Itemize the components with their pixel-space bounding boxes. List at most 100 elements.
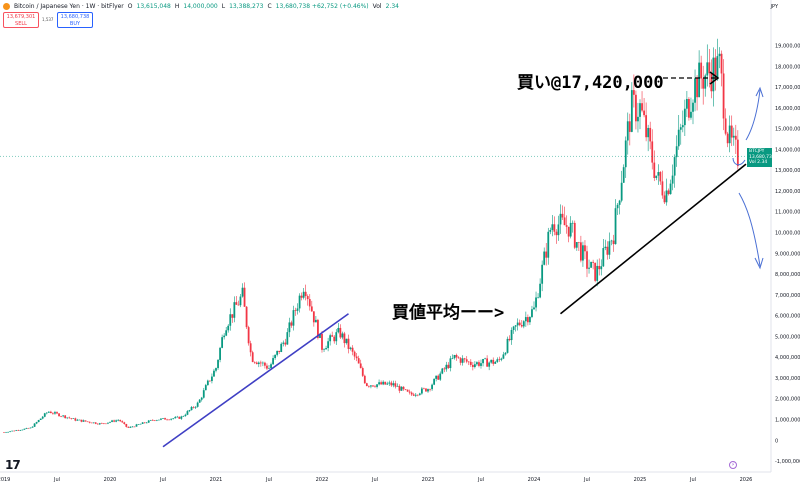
volume-label: Vol [372,2,382,10]
candle-body [29,427,32,429]
candle-body [45,412,48,414]
candle-body [665,190,668,203]
candle-body [312,311,315,323]
candle-body [545,251,548,258]
price-axis[interactable]: -1,000,000 0 1,000,000 2,000,000 3,000,000 4,… [770,0,800,472]
candle-body [166,419,168,421]
candle-body [9,431,12,432]
candle-body [56,412,58,414]
candle-body [453,355,456,359]
y-tick-label: 15,000,000 [775,127,800,133]
candle-body [469,361,472,365]
candle-body [60,416,62,417]
candle-body [115,420,118,422]
candle-body [272,358,274,365]
candle-body [64,415,67,419]
candle-body [282,342,285,344]
candle-body [257,362,260,365]
candle-body [200,397,203,400]
candle-body [37,420,40,423]
candle-body [286,332,289,345]
trendlines [0,155,771,448]
y-tick-label: 19,000,000 [775,43,800,49]
candle-body [341,333,344,338]
candle-body [649,127,652,142]
candle-body [39,418,42,421]
candle-body [168,419,171,421]
candle-body [392,383,395,386]
x-tick-label: 2025 [634,477,647,483]
candle-body [321,333,323,350]
candle-body [704,75,707,89]
candle-body [465,359,468,362]
candle-body [3,432,5,433]
candle-body [484,358,486,360]
currency-label[interactable]: JPY [770,4,778,10]
candle-body [372,385,374,387]
sell-button[interactable]: 13,679,301 SELL [3,12,39,28]
candle-body [243,287,246,307]
y-tick-label: 1,000,000 [775,418,800,424]
candle-body [616,204,619,209]
flash-icon[interactable]: ⚡ [729,461,737,469]
symbol-title[interactable]: Bitcoin / Japanese Yen · 1W · bitFlyer [14,2,124,10]
candle-body [637,116,639,122]
candle-body [111,420,113,422]
candle-body [367,386,370,387]
candle-body [223,335,226,338]
candle-body [626,121,629,141]
candle-body [700,62,703,79]
candle-body [92,422,95,424]
candle-body [280,343,283,352]
candle-body [555,231,558,236]
candle-body [49,411,52,414]
candle-body [653,162,656,178]
candle-body [233,302,236,318]
candle-body [673,157,676,176]
candle-body [396,385,399,387]
candle-body [76,419,79,421]
candle-body [206,380,209,386]
candle-body [635,94,637,122]
candle-body [270,364,272,369]
y-tick-label: 7,000,000 [775,293,800,299]
candle-body [522,321,525,327]
candle-body [204,385,207,391]
price-tag-sub: Vol 2.34 [749,160,768,166]
candle-body [728,125,731,144]
candle-body [90,422,93,424]
candle-body [622,167,625,183]
time-axis[interactable]: 2019 Jul 2020 Jul 2021 Jul 2022 Jul 2023 Jul 2024 J… [0,471,771,483]
candle-body [43,413,46,417]
candle-body [172,418,175,419]
candle-body [657,172,660,176]
candle-body [602,248,605,267]
candle-body [11,430,14,432]
candle-body [137,424,140,425]
x-tick-label: Jul [371,477,378,483]
candle-body [561,213,564,218]
candle-body [188,410,191,412]
candle-body [88,421,91,423]
candle-body [323,349,325,350]
tradingview-logo-icon[interactable]: 17 [5,458,21,472]
black-trendline[interactable] [559,163,747,315]
candle-body [516,322,519,326]
candle-body [261,362,264,364]
candle-body [82,420,85,422]
candle-body [594,262,597,281]
candle-body [494,361,497,364]
candle-body [443,368,446,370]
y-tick-label: 9,000,000 [775,251,800,257]
candle-body [459,358,462,363]
candle-body [13,430,16,432]
candle-body [23,428,26,430]
candle-body [5,432,7,433]
buy-button[interactable]: 13,680,738 BUY [57,12,93,28]
candle-body [66,417,69,419]
blue-trendline[interactable] [162,313,349,448]
high-label: H [174,2,180,10]
candle-body [158,419,160,421]
candle-body [410,392,413,395]
